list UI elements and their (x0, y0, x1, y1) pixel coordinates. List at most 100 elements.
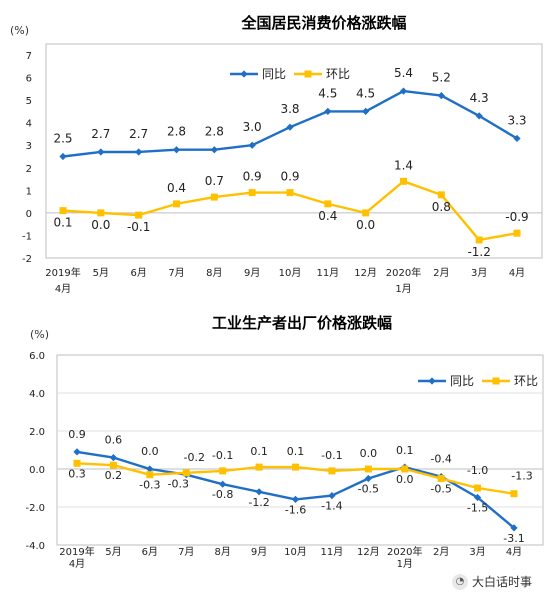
data-label: 1.4 (394, 158, 413, 172)
data-label: -0.9 (505, 210, 528, 224)
data-label: -1.5 (467, 502, 488, 515)
data-label: -1.2 (248, 496, 269, 509)
data-point (73, 459, 81, 467)
x-tick-label: 12月 (357, 546, 380, 558)
data-point (248, 189, 256, 197)
legend-label: 同比 (450, 374, 474, 388)
data-point (73, 448, 81, 456)
data-label: 0.0 (360, 447, 378, 460)
data-label: 0.1 (287, 445, 305, 458)
data-point (248, 141, 256, 149)
wechat-icon: ◔ (452, 573, 468, 590)
data-point (400, 177, 407, 185)
data-point (59, 207, 67, 215)
data-point (210, 146, 218, 154)
data-point (475, 236, 483, 244)
y-tick-label: -4.0 (25, 541, 45, 552)
y-axis-unit: (%) (30, 328, 49, 341)
x-tick-label: 2019年 (59, 545, 94, 558)
data-label: -0.2 (184, 451, 205, 464)
x-tick-sublabel: 4月 (55, 283, 71, 295)
data-label: 0.4 (318, 209, 337, 223)
data-label: 0.0 (141, 445, 159, 458)
data-label: -0.3 (139, 479, 160, 492)
data-label: 0.0 (356, 218, 375, 232)
data-label: -1.2 (467, 245, 490, 259)
data-point (399, 87, 408, 95)
data-label: -1.3 (511, 470, 532, 483)
data-label: 3.0 (243, 120, 262, 134)
legend-marker (492, 377, 500, 385)
y-tick-label: 7 (26, 51, 32, 62)
data-point (324, 200, 332, 208)
x-tick-label: 11月 (321, 546, 344, 558)
data-point (109, 454, 118, 462)
data-point (59, 152, 67, 161)
data-label: 3.8 (280, 102, 299, 116)
data-label: -0.1 (321, 449, 342, 462)
data-point (475, 112, 483, 120)
data-point (437, 191, 445, 199)
data-point (362, 209, 370, 217)
data-point (328, 467, 336, 475)
data-label: 4.5 (318, 86, 337, 100)
plot-frame (56, 354, 544, 546)
data-point (474, 484, 482, 492)
x-tick-label: 7月 (168, 267, 184, 279)
y-tick-label: 5 (26, 96, 32, 107)
data-point (255, 488, 263, 496)
x-tick-label: 12月 (354, 267, 377, 279)
x-tick-label: 2月 (433, 267, 449, 279)
x-tick-sublabel: 4月 (69, 558, 85, 570)
data-label: 0.0 (396, 473, 414, 486)
data-point (437, 475, 445, 482)
chart-title: 全国居民消费价格涨跌幅 (240, 14, 406, 32)
y-tick-label: 0 (26, 209, 32, 220)
data-label: -1.0 (467, 464, 488, 477)
data-label: 0.9 (68, 428, 86, 441)
data-point (364, 474, 372, 483)
x-tick-label: 2020年 (386, 266, 421, 279)
data-label: 2.7 (129, 127, 148, 141)
y-tick-label: -1 (22, 231, 32, 242)
y-tick-label: 2.0 (29, 427, 45, 438)
data-label: 0.4 (167, 181, 186, 195)
data-label: -0.5 (430, 483, 451, 496)
data-label: 0.1 (396, 444, 414, 457)
data-point (182, 469, 190, 477)
legend-label: 环比 (326, 67, 350, 81)
x-tick-label: 5月 (105, 546, 121, 558)
data-point (437, 92, 445, 100)
data-point (364, 465, 372, 473)
data-point (328, 492, 336, 500)
data-point (286, 189, 294, 197)
data-label: -0.3 (168, 478, 189, 491)
data-label: 0.3 (68, 467, 86, 480)
data-label: 0.1 (53, 216, 72, 230)
ppi-chart: 工业生产者出厂价格涨跌幅 (%) 6.0 4.0 2.0 0.0 -2.0 -4.0 2019年… (25, 314, 544, 570)
x-tick-label: 2月 (433, 546, 449, 558)
data-point (401, 465, 409, 473)
x-tick-sublabel: 1月 (397, 558, 413, 570)
data-label: 0.2 (105, 469, 123, 482)
watermark: ◔ 大白话时事 (452, 573, 532, 590)
data-label: -0.8 (212, 488, 233, 501)
data-point (324, 107, 332, 115)
legend-label: 环比 (514, 374, 538, 388)
data-point (97, 209, 105, 217)
data-label: -1.6 (285, 503, 306, 516)
y-tick-label: 6.0 (29, 351, 45, 362)
data-label: -0.1 (212, 449, 233, 462)
data-label: 3.3 (507, 113, 526, 127)
data-point (473, 493, 482, 502)
y-tick-label: 2 (26, 164, 32, 175)
x-tick-label: 11月 (316, 267, 339, 279)
data-point (255, 463, 263, 471)
data-label: -1.4 (321, 500, 342, 513)
x-tick-label: 8月 (206, 267, 222, 279)
data-label: 5.4 (394, 66, 413, 80)
y-tick-label: -2.0 (25, 503, 45, 514)
plot-frame (45, 43, 543, 259)
data-label: 4.5 (356, 86, 375, 100)
data-point (146, 465, 154, 473)
